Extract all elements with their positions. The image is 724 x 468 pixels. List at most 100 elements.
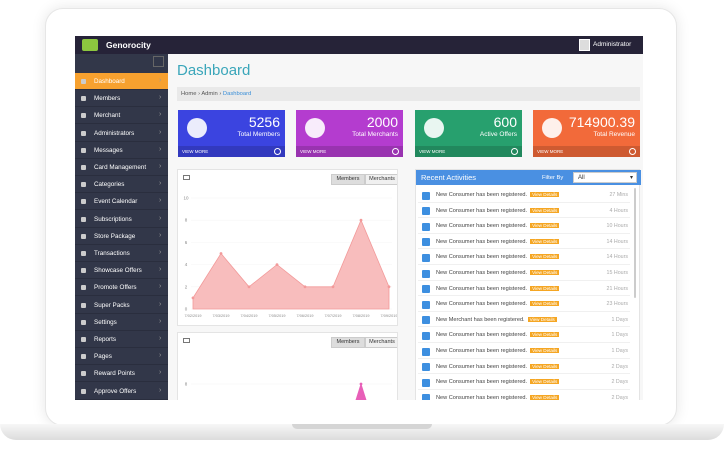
stat-label: Total Merchants bbox=[352, 131, 398, 138]
chevron: › bbox=[159, 77, 162, 84]
sidebar-item[interactable]: Transactions › bbox=[75, 245, 168, 262]
sidebar-item[interactable]: Promote Offers › bbox=[75, 279, 168, 297]
chevron: › bbox=[159, 369, 162, 377]
activity-message: New Consumer has been registered. bbox=[436, 254, 528, 261]
view-details: View Details bbox=[530, 348, 560, 353]
sidebar-item[interactable]: Settings › bbox=[75, 314, 168, 331]
screen: Genorocity Administrator Dashboard › Members… bbox=[75, 36, 643, 400]
activities-title: Recent Activities bbox=[421, 173, 477, 182]
sidebar-item[interactable]: Card Management › bbox=[75, 159, 168, 176]
y-tick-label: 0 bbox=[185, 307, 188, 312]
activity-time: 27 Mins bbox=[609, 192, 628, 198]
x-tick-label: 7/03/2019 bbox=[213, 314, 230, 318]
activity-text: New Merchant has been registered. View De… bbox=[436, 316, 557, 323]
data-point bbox=[331, 285, 335, 289]
sidebar-item[interactable]: Approve Offers › bbox=[75, 383, 168, 400]
stat-footer[interactable]: VIEW MORE bbox=[178, 146, 285, 157]
check-icon bbox=[422, 238, 430, 247]
sidebar-icon bbox=[81, 302, 86, 308]
activity-row: New Consumer has been registered. View De… bbox=[418, 360, 630, 375]
stat-icon bbox=[187, 118, 207, 138]
activity-time: 21 Hours bbox=[606, 285, 629, 292]
view-details: View Details bbox=[530, 192, 560, 197]
stat-card: 714900.39 Total Revenue VIEW MORE bbox=[533, 110, 640, 157]
activity-message: New Consumer has been registered. bbox=[436, 207, 528, 214]
laptop-base bbox=[0, 424, 724, 440]
activity-row: New Consumer has been registered. View De… bbox=[418, 297, 630, 312]
sidebar-label: Merchant bbox=[94, 112, 121, 120]
chevron: › bbox=[159, 352, 162, 360]
view-more: VIEW MORE bbox=[419, 149, 446, 154]
activity-row: New Consumer has been registered. View De… bbox=[418, 344, 630, 359]
sidebar-item[interactable]: Dashboard › bbox=[75, 73, 168, 90]
chart-toggle[interactable]: Merchants bbox=[365, 174, 397, 185]
top-bar: Genorocity Administrator bbox=[75, 36, 643, 54]
sidebar-item[interactable]: Merchant › bbox=[75, 107, 168, 125]
chevron: › bbox=[159, 317, 162, 325]
activity-row: New Consumer has been registered. View De… bbox=[418, 219, 630, 234]
filter-value: All bbox=[578, 175, 585, 181]
activity-row: New Consumer has been registered. View De… bbox=[418, 375, 630, 390]
activities-panel: Recent Activities Filter By All ▾ New Consum… bbox=[415, 169, 641, 400]
chart-toggle[interactable]: Merchants bbox=[365, 337, 397, 348]
check-icon bbox=[422, 285, 430, 294]
menu-toggle[interactable] bbox=[153, 56, 164, 67]
sidebar-item[interactable]: Reports › bbox=[75, 331, 168, 348]
stat-footer[interactable]: VIEW MORE bbox=[296, 146, 403, 157]
activity-row: New Consumer has been registered. View De… bbox=[418, 391, 630, 400]
chart-toggle[interactable]: Members bbox=[331, 174, 365, 185]
sidebar-icon bbox=[81, 182, 86, 188]
chevron: › bbox=[159, 111, 162, 119]
sidebar-item[interactable]: Event Calendar › bbox=[75, 193, 168, 211]
breadcrumb-item: Home bbox=[181, 91, 197, 97]
activity-text: New Consumer has been registered. View De… bbox=[436, 348, 560, 354]
stat-value: 600 bbox=[493, 114, 517, 130]
sidebar-item[interactable]: Store Package › bbox=[75, 228, 168, 245]
brand: Genorocity bbox=[106, 40, 151, 50]
activity-time: 2 Days bbox=[611, 363, 629, 370]
x-tick-label: 7/02/2019 bbox=[185, 314, 202, 318]
sidebar-label: Settings bbox=[94, 318, 117, 326]
activity-message: New Consumer has been registered. bbox=[436, 192, 528, 198]
sidebar-item[interactable]: Messages › bbox=[75, 142, 168, 159]
sidebar-item[interactable]: Super Packs › bbox=[75, 297, 168, 314]
stat-footer[interactable]: VIEW MORE bbox=[533, 146, 640, 157]
sidebar-item[interactable]: Members › bbox=[75, 90, 168, 108]
stat-footer[interactable]: VIEW MORE bbox=[415, 146, 522, 157]
stat-value: 5256 bbox=[248, 114, 280, 130]
chevron: › bbox=[159, 128, 162, 136]
y-tick-label: 4 bbox=[185, 262, 188, 267]
activity-message: New Consumer has been registered. bbox=[436, 363, 528, 370]
activity-message: New Consumer has been registered. bbox=[436, 223, 528, 230]
activities-header: Recent Activities Filter By All ▾ bbox=[416, 170, 641, 185]
activity-time: 15 Hours bbox=[606, 270, 629, 276]
chevron: › bbox=[159, 335, 162, 342]
sidebar-item[interactable]: Categories › bbox=[75, 176, 168, 194]
x-tick-label: 7/06/2019 bbox=[297, 314, 314, 318]
sidebar-item[interactable]: Pages › bbox=[75, 348, 168, 366]
stat-icon bbox=[424, 118, 444, 138]
sidebar-item[interactable]: Administrators › bbox=[75, 125, 168, 142]
sidebar-item[interactable]: Reward Points › bbox=[75, 365, 168, 383]
sidebar-label: Administrators bbox=[94, 129, 135, 137]
chevron: › bbox=[159, 94, 162, 102]
stat-label: Active Offers bbox=[479, 131, 517, 138]
sidebar-item[interactable]: Subscriptions › bbox=[75, 211, 168, 228]
sidebar-icon bbox=[81, 79, 86, 84]
filter-select[interactable]: All ▾ bbox=[573, 172, 637, 183]
chart-toggle[interactable]: Members bbox=[331, 337, 365, 348]
activity-text: New Consumer has been registered. View De… bbox=[436, 254, 560, 261]
x-tick-label: 7/05/2019 bbox=[269, 314, 286, 318]
user-menu[interactable]: Administrator bbox=[593, 41, 632, 48]
y-tick-label: 8 bbox=[185, 218, 188, 223]
sidebar-label: Super Packs bbox=[94, 301, 130, 309]
sidebar-label: Categories bbox=[94, 181, 125, 189]
activity-text: New Consumer has been registered. View De… bbox=[436, 394, 560, 400]
activity-text: New Consumer has been registered. View De… bbox=[436, 285, 560, 292]
chart-panel: Members Merchants 8 bbox=[177, 332, 398, 400]
sidebar-item[interactable]: Showcase Offers › bbox=[75, 262, 168, 280]
view-details: View Details bbox=[530, 332, 560, 338]
sidebar-icon bbox=[81, 233, 86, 239]
activity-message: New Consumer has been registered. bbox=[436, 394, 528, 400]
x-tick-label: 7/08/2019 bbox=[353, 314, 370, 318]
